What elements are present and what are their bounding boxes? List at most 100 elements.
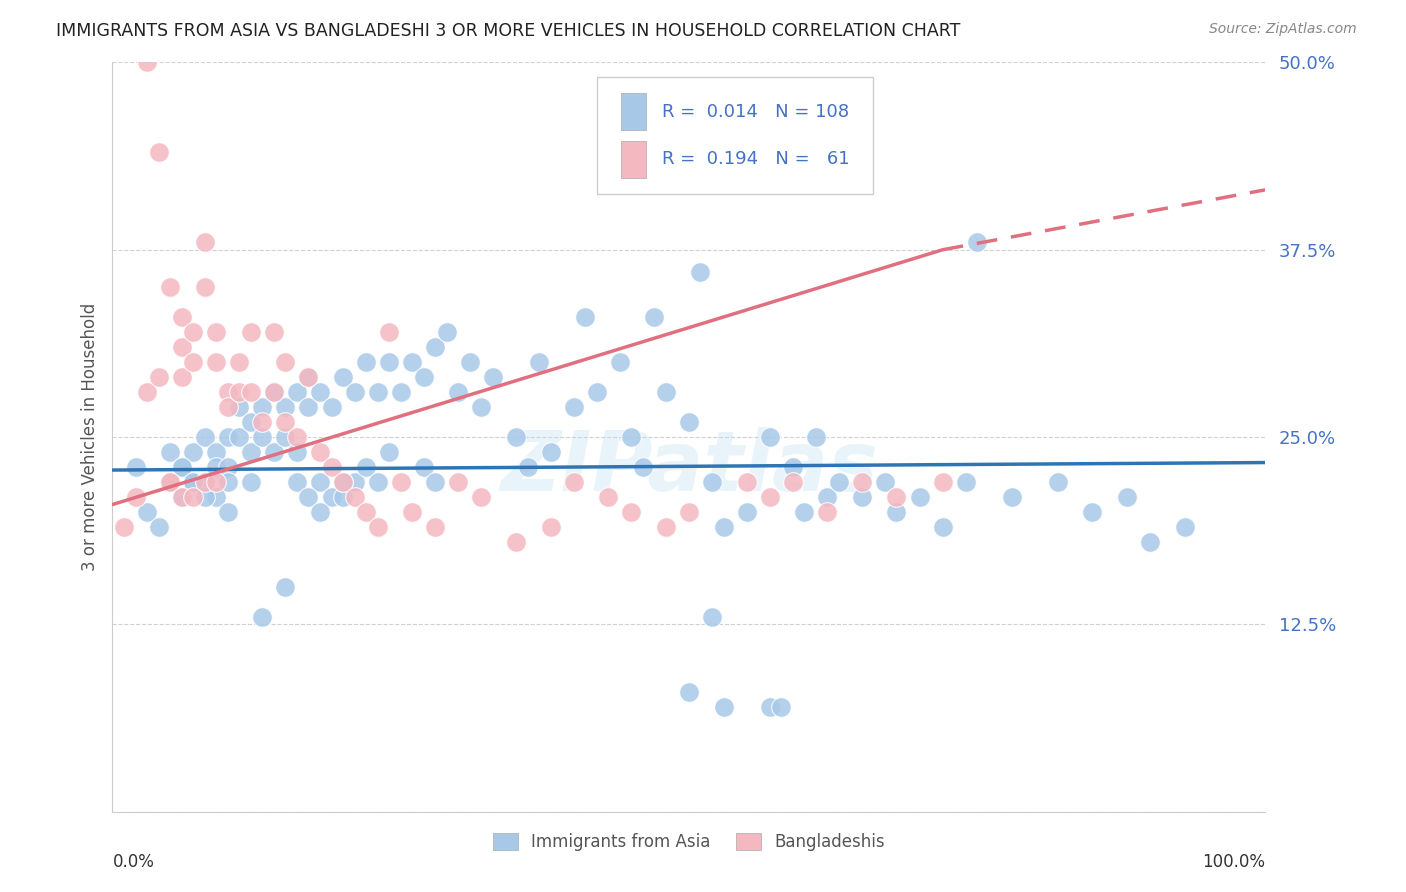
FancyBboxPatch shape [621, 93, 647, 130]
Point [194, 235, 217, 250]
Point [367, 475, 389, 489]
Point [332, 370, 354, 384]
Point [678, 415, 700, 429]
Point [389, 385, 412, 400]
Point [574, 310, 596, 325]
Point [170, 340, 193, 354]
Point [321, 460, 343, 475]
Point [217, 475, 239, 489]
Point [263, 385, 285, 400]
Point [378, 445, 401, 459]
Point [1116, 490, 1139, 504]
Point [735, 505, 758, 519]
Point [181, 445, 204, 459]
Point [689, 265, 711, 279]
Point [274, 400, 297, 414]
Point [470, 400, 492, 414]
Point [425, 520, 447, 534]
Point [412, 370, 434, 384]
Point [1081, 505, 1104, 519]
Point [239, 385, 262, 400]
Point [274, 430, 297, 444]
Point [425, 475, 447, 489]
Point [886, 490, 908, 504]
Point [815, 490, 838, 504]
Point [239, 325, 262, 339]
Point [228, 400, 250, 414]
Point [425, 340, 447, 354]
Point [851, 490, 873, 504]
Point [609, 355, 631, 369]
Point [793, 505, 815, 519]
Point [804, 430, 827, 444]
Point [205, 490, 228, 504]
Point [309, 385, 332, 400]
Point [851, 475, 873, 489]
Point [297, 370, 319, 384]
Point [332, 475, 354, 489]
Point [194, 490, 217, 504]
Point [274, 355, 297, 369]
Point [148, 370, 170, 384]
Point [228, 430, 250, 444]
Point [343, 475, 366, 489]
Point [285, 475, 308, 489]
Text: Source: ZipAtlas.com: Source: ZipAtlas.com [1209, 22, 1357, 37]
Point [309, 475, 332, 489]
Point [931, 475, 953, 489]
Point [1139, 535, 1161, 549]
Point [516, 460, 538, 475]
Point [540, 445, 562, 459]
Point [205, 460, 228, 475]
Point [655, 520, 678, 534]
Point [562, 475, 585, 489]
FancyBboxPatch shape [621, 141, 647, 178]
Point [136, 55, 159, 70]
Point [713, 520, 735, 534]
Point [966, 235, 988, 250]
Point [354, 505, 377, 519]
Point [297, 490, 319, 504]
Point [655, 385, 678, 400]
Point [217, 460, 239, 475]
Point [274, 580, 297, 594]
Point [598, 490, 620, 504]
Text: ZIPatlas: ZIPatlas [501, 426, 877, 508]
Point [205, 355, 228, 369]
Point [252, 415, 274, 429]
Point [181, 475, 204, 489]
Point [505, 535, 527, 549]
Point [217, 400, 239, 414]
Point [321, 490, 343, 504]
Point [217, 430, 239, 444]
Point [378, 355, 401, 369]
Point [205, 445, 228, 459]
Point [148, 145, 170, 160]
Point [194, 280, 217, 294]
Point [170, 490, 193, 504]
Text: 0.0%: 0.0% [112, 853, 155, 871]
Point [285, 430, 308, 444]
Point [505, 430, 527, 444]
Point [585, 385, 607, 400]
Point [458, 355, 481, 369]
Point [332, 490, 354, 504]
Point [239, 415, 262, 429]
Legend: Immigrants from Asia, Bangladeshis: Immigrants from Asia, Bangladeshis [485, 825, 893, 860]
Point [782, 460, 804, 475]
Point [873, 475, 896, 489]
Point [263, 325, 285, 339]
Point [194, 475, 217, 489]
Point [620, 430, 643, 444]
Point [181, 475, 204, 489]
Point [159, 475, 181, 489]
Point [194, 430, 217, 444]
Text: IMMIGRANTS FROM ASIA VS BANGLADESHI 3 OR MORE VEHICLES IN HOUSEHOLD CORRELATION : IMMIGRANTS FROM ASIA VS BANGLADESHI 3 OR… [56, 22, 960, 40]
Point [194, 475, 217, 489]
Point [354, 355, 377, 369]
Point [389, 475, 412, 489]
Point [367, 520, 389, 534]
Point [713, 699, 735, 714]
Point [758, 490, 780, 504]
Point [274, 415, 297, 429]
